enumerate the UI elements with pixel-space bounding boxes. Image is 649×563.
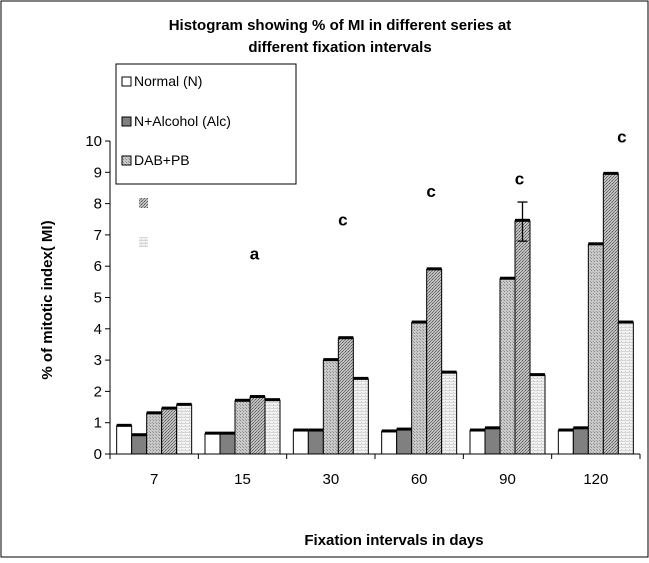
legend-swatch-alcohol [121, 116, 132, 127]
bar-s1-30 [292, 430, 309, 455]
x-tick-label: 15 [234, 471, 251, 488]
bar-s5-15 [264, 399, 281, 455]
x-tick-label: 90 [499, 471, 516, 488]
bar-s4-7 [161, 408, 178, 455]
bar-top-edge [353, 376, 369, 380]
legend-box [115, 63, 297, 185]
bar-s4-90 [514, 220, 531, 455]
bar-s4-120 [602, 173, 619, 455]
bar-top-edge [176, 402, 192, 406]
bar-top-edge [265, 398, 280, 402]
y-tick-label: 7 [94, 227, 102, 244]
bar-top-edge [235, 398, 250, 402]
bar-s3-7 [146, 412, 163, 455]
bar-top-edge [603, 171, 619, 175]
bar-top-edge [293, 428, 309, 432]
y-tick-label: 6 [94, 258, 102, 275]
bar-s3-15 [234, 400, 251, 455]
annotation-label: a [250, 245, 260, 264]
x-tick-label: 120 [583, 471, 608, 488]
bar-s1-90 [469, 430, 486, 455]
y-tick-label: 8 [94, 196, 102, 213]
x-tick-label: 60 [411, 471, 428, 488]
legend-swatch-normal [121, 76, 132, 87]
bar-s3-120 [587, 243, 604, 455]
legend-label-normal: Normal (N) [134, 73, 202, 89]
x-axis-label: Fixation intervals in days [304, 532, 483, 549]
bar-s3-90 [499, 278, 516, 455]
bar-top-edge [220, 431, 235, 435]
plot-area: 0 1 2 3 4 5 6 7 8 9 10 7 15 30 60 90 120 a c c c c [85, 127, 641, 488]
bar-s2-90 [484, 427, 501, 455]
bar-top-edge [470, 428, 485, 432]
y-tick-label: 4 [94, 321, 102, 338]
bar-top-edge [573, 426, 589, 430]
bar-top-edge [441, 370, 457, 374]
x-tick-label: 7 [150, 471, 158, 488]
bar-top-edge [485, 426, 500, 430]
legend-swatch-unlabeled-dark [139, 198, 148, 208]
annotation-label: c [338, 210, 347, 229]
y-tick-label: 10 [85, 133, 102, 150]
bar-s5-7 [176, 404, 193, 455]
y-tick-label: 1 [94, 415, 102, 432]
bar-top-edge [116, 423, 132, 427]
bar-top-edge [411, 320, 427, 324]
bar-s2-7 [131, 434, 148, 455]
legend: Normal (N) N+Alcohol (Alc) DAB+PB [115, 63, 297, 185]
bar-top-edge [396, 427, 412, 431]
bar-s1-120 [557, 430, 574, 455]
x-tick-label: 30 [322, 471, 339, 488]
legend-label-dab-pb: DAB+PB [134, 152, 190, 168]
bar-top-edge [338, 336, 354, 340]
bar-s5-90 [529, 374, 546, 455]
bar-s5-120 [617, 322, 634, 455]
bar-top-edge [530, 373, 545, 377]
legend-label-alcohol: N+Alcohol (Alc) [134, 113, 231, 129]
bar-top-edge [131, 433, 147, 437]
legend-swatch-dab-pb [121, 155, 132, 166]
y-tick-label: 0 [94, 446, 102, 463]
bar-s4-30 [337, 337, 354, 455]
bar-top-edge [323, 358, 339, 362]
bar-top-edge [161, 406, 177, 410]
bar-s1-7 [116, 425, 133, 455]
bar-s5-60 [441, 372, 458, 455]
chart-title-line-1: Histogram showing % of MI in different s… [169, 17, 512, 34]
bar-top-edge [558, 428, 574, 432]
bar-s1-15 [204, 433, 221, 455]
y-tick-label: 3 [94, 352, 102, 369]
bar-s4-60 [426, 268, 443, 455]
y-tick-label: 2 [94, 383, 102, 400]
annotation-label: c [515, 170, 524, 189]
bar-s2-60 [396, 429, 413, 455]
annotation-label: c [617, 127, 626, 146]
bar-top-edge [618, 320, 634, 324]
y-tick-label: 9 [94, 164, 102, 181]
bar-s3-30 [322, 359, 339, 455]
bar-s5-30 [352, 378, 369, 455]
bar-top-edge [500, 276, 515, 280]
legend-swatch-unlabeled-light [139, 237, 148, 247]
bar-s3-60 [411, 322, 428, 455]
bar-top-edge [250, 395, 265, 399]
bar-top-edge [381, 429, 397, 433]
bar-s1-60 [381, 430, 398, 455]
bar-s2-30 [307, 430, 324, 455]
y-tick-label: 5 [94, 290, 102, 307]
bar-top-edge [426, 267, 442, 271]
chart-title-line-2: different fixation intervals [248, 39, 431, 56]
annotation-label: c [426, 182, 435, 201]
bar-s2-15 [219, 433, 236, 455]
bar-top-edge [146, 411, 162, 415]
y-axis-label: % of mitotic index( MI) [39, 220, 56, 379]
bar-top-edge [308, 428, 324, 432]
bar-s4-15 [249, 396, 266, 455]
bar-top-edge [588, 242, 604, 246]
bar-top-edge [205, 431, 220, 435]
bar-s2-120 [572, 427, 589, 455]
